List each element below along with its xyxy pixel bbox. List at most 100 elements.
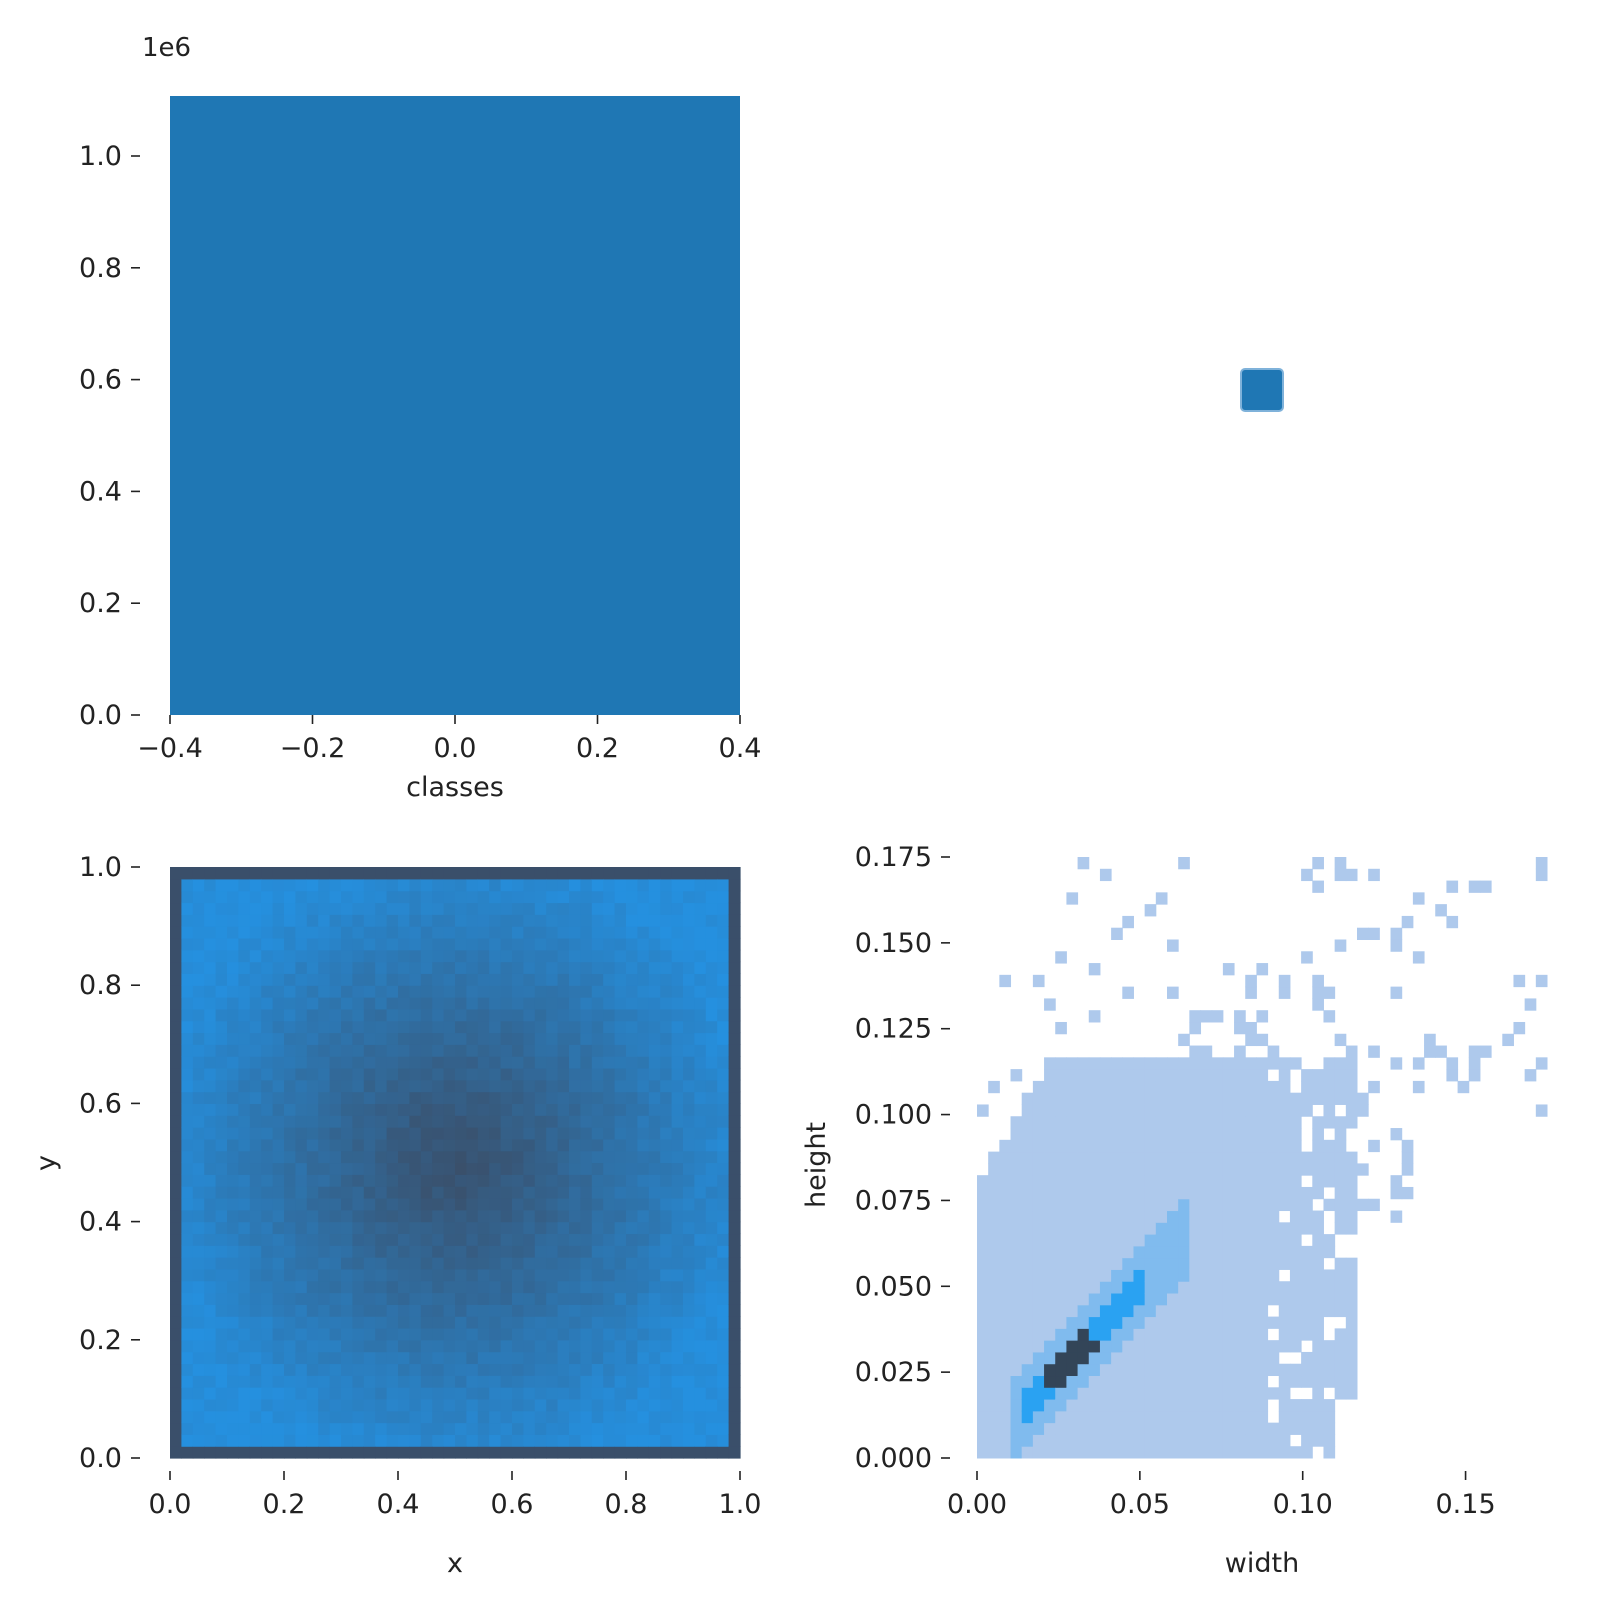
xy-heatmap-cell [398,937,410,951]
xy-heatmap-cell [626,1209,638,1223]
xy-heatmap-cell [409,1339,422,1353]
xy-heatmap-cell [626,1067,638,1081]
xy-heatmap-cell [728,1410,741,1424]
xy-heatmap-cell [398,1257,410,1270]
xy-heatmap-cell [614,1103,627,1116]
xy-heatmap-cell [546,1422,559,1435]
xy-heatmap-cell [204,985,217,998]
xy-heatmap-cell [603,973,616,986]
xy-heatmap-cell [477,1434,490,1447]
width-height-heatmap-cell [1334,1304,1347,1318]
xy-heatmap-cell [580,985,593,998]
xy-heatmap-cell [591,1162,604,1175]
xy-heatmap-cell [580,1434,593,1447]
width-height-heatmap-cell [1234,1104,1246,1117]
width-height-heatmap-cell [1088,1069,1101,1082]
xy-heatmap-cell [363,1375,376,1388]
xy-heatmap-cell [249,1115,262,1128]
width-height-heatmap-cell [1334,1163,1347,1176]
xy-heatmap-cell [215,997,228,1010]
xy-heatmap-cell [272,949,285,963]
xy-heatmap-cell [443,1056,456,1069]
xy-heatmap-cell [717,1186,730,1199]
xy-heatmap-cell [523,1304,536,1317]
width-height-heatmap-cell [1088,1351,1101,1365]
xy-heatmap-cell [249,1434,262,1447]
xy-heatmap-cell [603,867,616,880]
xy-heatmap-cell [648,1186,661,1199]
width-height-heatmap-cell [1155,1175,1168,1188]
xy-heatmap-cell [694,1186,707,1199]
xy-heatmap-cell [409,1197,422,1211]
xy-heatmap-cell [306,1162,319,1175]
xy-heatmap-cell [443,1316,456,1329]
width-height-heatmap-cell [1111,1222,1123,1235]
width-height-heatmap-cell [1211,1104,1224,1117]
xy-heatmap-cell [512,1174,524,1187]
xy-heatmap-cell [580,1174,593,1187]
width-height-heatmap-cell [1144,1222,1157,1235]
xy-heatmap-cell [352,1044,365,1057]
xy-heatmap-cell [272,1079,285,1093]
xy-heatmap-cell [192,1020,205,1034]
xy-heatmap-cell [546,1410,559,1424]
xy-heatmap-cell [170,1209,182,1223]
xy-heatmap-cell [557,1257,570,1270]
xy-heatmap-cell [626,973,638,986]
xy-heatmap-cell [443,1150,456,1164]
xy-heatmap-cell [466,985,479,998]
width-height-heatmap-cell [1133,1104,1146,1117]
xy-heatmap-cell [455,1363,467,1376]
width-height-heatmap-cell [1021,1257,1034,1270]
xy-heatmap-cell [660,1268,673,1282]
xy-heatmap-cell [375,1079,388,1093]
width-height-heatmap-cell [1122,1210,1134,1223]
xy-heatmap-cell [523,1375,536,1388]
xy-heatmap-cell [717,1292,730,1305]
xy-heatmap-cell [341,1020,353,1034]
xy-heatmap-cell [500,1032,513,1045]
xy-heatmap-cell [671,1280,684,1294]
xy-heatmap-cell [523,985,536,998]
xy-heatmap-cell [580,1150,593,1164]
xy-heatmap-cell [420,878,433,892]
xy-heatmap-cell [648,1422,661,1435]
xy-heatmap-cell [660,1398,673,1412]
xy-heatmap-cell [489,890,502,904]
xy-heatmap-cell [261,1327,274,1341]
xy-heatmap-cell [523,1162,536,1175]
width-height-heatmap-cell [1133,1446,1146,1459]
width-height-heatmap-cell [1144,1092,1157,1105]
y-tick-label: 0.2 [79,588,122,619]
xy-heatmap-cell [363,1020,376,1034]
xy-heatmap-cell [341,1316,353,1329]
xy-heatmap-cell [705,878,718,892]
width-height-heatmap-cell [1245,1316,1257,1329]
xy-heatmap-cell [443,1127,456,1140]
xy-heatmap-cell [227,1316,239,1329]
width-height-heatmap-cell [988,1151,1000,1164]
xy-heatmap-cell [295,914,308,927]
xy-heatmap-cell [557,973,570,986]
xy-heatmap-cell [455,1446,467,1459]
width-height-heatmap-cell [1021,1399,1034,1412]
xy-heatmap-cell [591,1327,604,1341]
xy-heatmap-cell [671,1316,684,1329]
width-height-heatmap-cell [1055,1328,1067,1341]
xy-heatmap-cell [204,937,217,951]
xy-heatmap-cell [341,1162,353,1175]
xy-heatmap-cell [306,1020,319,1034]
xy-heatmap-cell [637,1162,650,1175]
xy-heatmap-cell [249,937,262,951]
xy-heatmap-cell [409,1067,422,1081]
width-height-heatmap-cell [1222,1340,1235,1353]
width-height-heatmap-cell [1256,1033,1269,1047]
width-height-heatmap-cell [1021,1434,1034,1447]
xy-heatmap-cell [409,1209,422,1223]
xy-heatmap-cell [363,1327,376,1341]
xy-heatmap-cell [215,937,228,951]
xy-heatmap-cell [306,1292,319,1305]
width-height-heatmap-cell [977,1245,989,1259]
width-height-heatmap-cell [1390,1186,1403,1200]
xy-heatmap-cell [443,1268,456,1282]
